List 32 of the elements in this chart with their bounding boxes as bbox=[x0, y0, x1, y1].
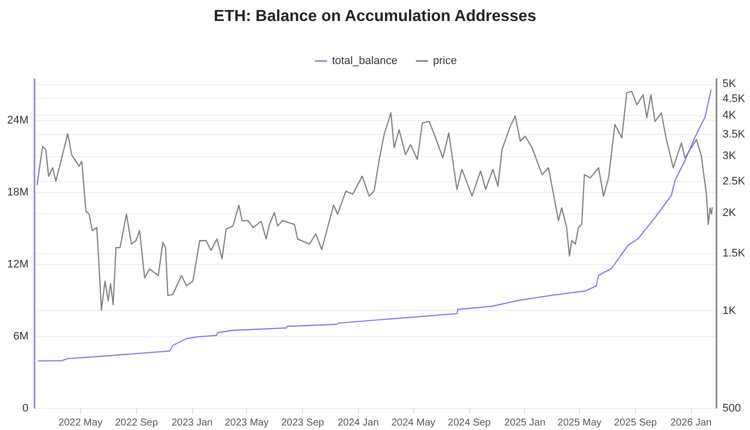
y2-tick-label: 4K bbox=[722, 109, 737, 122]
y-tick-label: 6M bbox=[13, 330, 28, 342]
x-tick-label: 2024 Sep bbox=[448, 418, 492, 428]
y2-tick-label: 2.5K bbox=[722, 176, 746, 188]
x-tick-label: 2025 Sep bbox=[614, 418, 658, 428]
y-tick-label: 24M bbox=[7, 114, 28, 126]
y2-tick-label: 1K bbox=[722, 304, 737, 317]
y-tick-label: 0 bbox=[22, 402, 28, 414]
y2-tick-label: 3K bbox=[722, 150, 737, 162]
x-tick-label: 2025 Jan bbox=[504, 418, 546, 428]
line-series bbox=[37, 90, 712, 362]
x-tick-label: 2025 May bbox=[558, 418, 602, 428]
y2-tick-label: 2K bbox=[722, 207, 737, 220]
legend-label: price bbox=[433, 55, 457, 67]
x-tick-label: 2023 Jan bbox=[171, 418, 213, 428]
y2-tick-label: 3.5K bbox=[722, 128, 746, 140]
y-tick-label: 12M bbox=[7, 258, 28, 270]
line-series bbox=[36, 90, 713, 311]
x-tick-label: 2023 May bbox=[224, 418, 269, 428]
x-tick-label: 2024 May bbox=[391, 418, 436, 428]
y2-tick-label: 5K bbox=[722, 78, 737, 90]
y-tick-label: 18M bbox=[7, 186, 28, 198]
chart-title: ETH: Balance on Accumulation Addresses bbox=[214, 8, 536, 25]
x-tick-label: 2023 Sep bbox=[281, 418, 324, 428]
x-tick-label: 2022 Sep bbox=[115, 418, 158, 428]
x-tick-label: 2024 Jan bbox=[338, 418, 379, 428]
x-tick-label: 2022 May bbox=[58, 418, 102, 428]
legend-label: total_balance bbox=[332, 55, 398, 67]
y2-tick-label: 1.5K bbox=[722, 248, 746, 260]
y2-tick-label: 500 bbox=[722, 402, 741, 414]
x-tick-label: 2026 Jan bbox=[670, 418, 712, 428]
y2-tick-label: 4.5K bbox=[722, 92, 746, 105]
